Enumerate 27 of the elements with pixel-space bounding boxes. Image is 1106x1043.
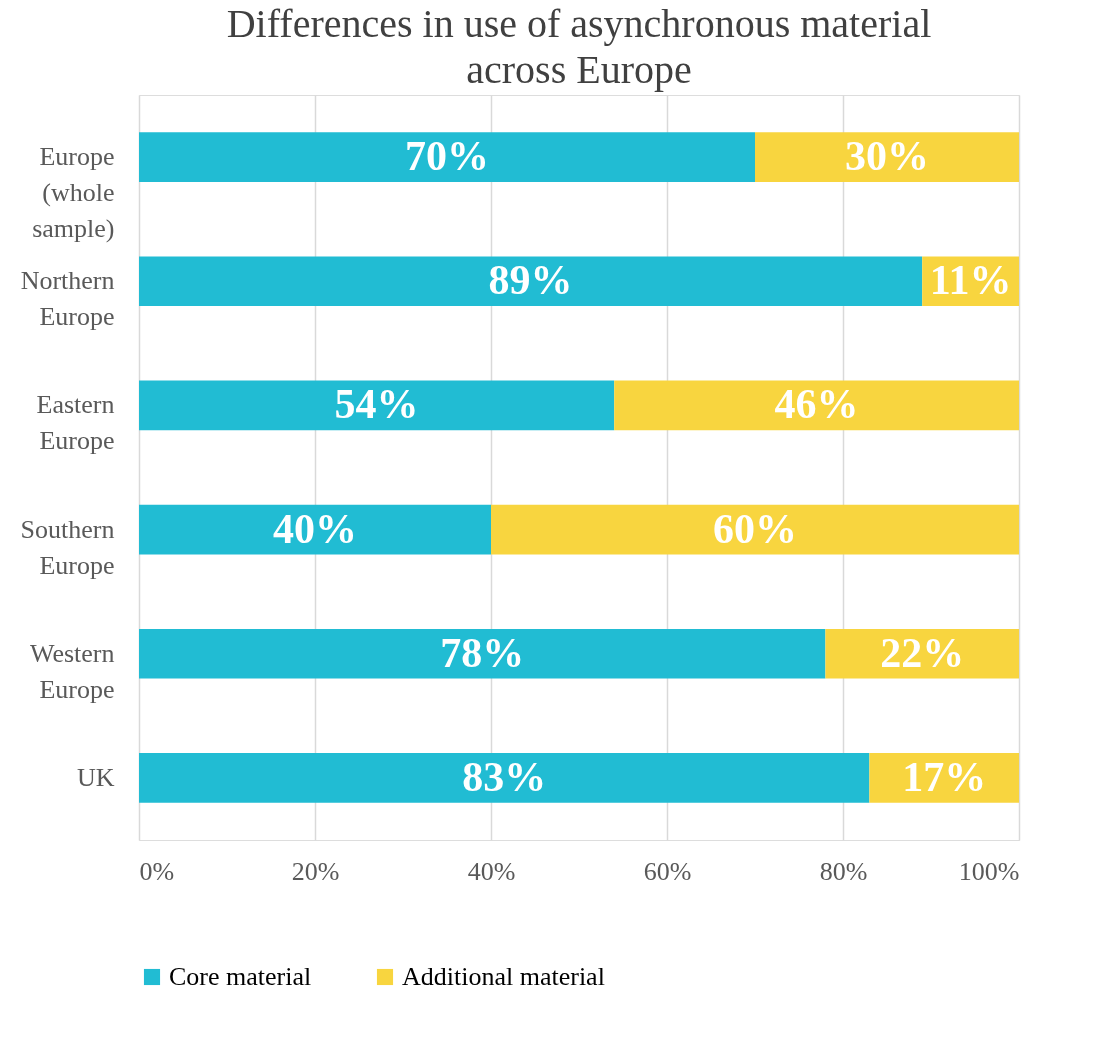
x-tick-label: 60% [643, 856, 692, 886]
data-label: 11% [929, 257, 1012, 304]
data-label: 22% [880, 629, 965, 676]
data-label: 30% [845, 133, 929, 180]
data-label: 17% [902, 753, 987, 800]
y-tick-label: Northern Europe [20, 266, 115, 332]
data-label: 83% [462, 753, 547, 800]
y-tick-label: Western Europe [29, 638, 115, 704]
x-tick-label: 0% [139, 856, 175, 886]
data-label: 60% [713, 505, 797, 552]
data-label: 78% [440, 629, 525, 676]
y-tick-label: UK [76, 762, 115, 792]
x-tick-label: 40% [467, 856, 516, 886]
x-tick-label: 100% [958, 856, 1020, 886]
legend-label: Additional material [402, 962, 605, 991]
x-tick-label: 80% [819, 856, 868, 886]
data-label: 89% [488, 257, 573, 304]
data-label: 46% [774, 381, 859, 428]
data-label: 54% [334, 381, 419, 428]
legend-label: Core material [169, 962, 312, 991]
chart-title: Differences in use of asynchronous material across Europe [226, 1, 932, 92]
y-tick-label: Eastern Europe [36, 390, 115, 456]
data-label: 70% [405, 133, 489, 180]
y-tick-label: Europe (whole sample) [32, 142, 115, 244]
data-label: 40% [273, 505, 357, 552]
y-tick-label: Southern Europe [20, 514, 115, 580]
x-tick-label: 20% [291, 856, 340, 886]
